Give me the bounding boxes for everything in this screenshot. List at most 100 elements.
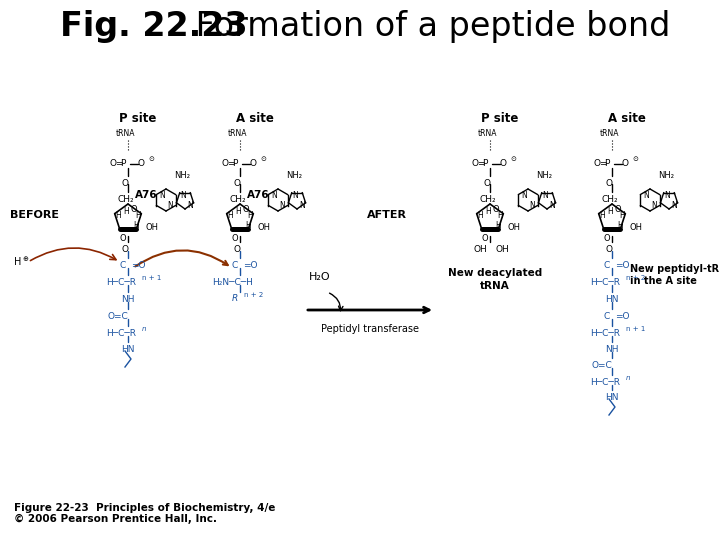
Text: O=: O= xyxy=(472,159,487,168)
Text: Fig. 22.23: Fig. 22.23 xyxy=(60,10,248,43)
Text: AFTER: AFTER xyxy=(367,210,407,220)
Text: tRNA: tRNA xyxy=(478,129,498,138)
Text: New peptidyl-tRNA: New peptidyl-tRNA xyxy=(630,264,720,274)
Text: O: O xyxy=(233,179,240,188)
Text: O: O xyxy=(138,159,145,167)
Text: N: N xyxy=(180,192,186,200)
Text: A76: A76 xyxy=(135,190,157,200)
Text: Figure 22-23  Principles of Biochemistry, 4/e: Figure 22-23 Principles of Biochemistry,… xyxy=(14,503,275,513)
Text: N: N xyxy=(664,192,670,200)
Text: H─C─R: H─C─R xyxy=(590,329,620,338)
Text: O: O xyxy=(233,245,240,254)
Text: O: O xyxy=(120,234,126,243)
Text: tRNA: tRNA xyxy=(480,281,510,291)
Text: ⊕: ⊕ xyxy=(22,256,28,262)
Text: H: H xyxy=(247,212,253,220)
Text: N: N xyxy=(542,192,548,200)
Text: N: N xyxy=(671,200,677,210)
Text: NH₂: NH₂ xyxy=(286,171,302,180)
Text: =O: =O xyxy=(615,261,629,270)
Text: N: N xyxy=(159,191,165,199)
Text: R: R xyxy=(232,294,238,303)
Text: O=C: O=C xyxy=(592,361,613,370)
Text: N: N xyxy=(167,201,173,211)
Text: NH₂: NH₂ xyxy=(174,171,190,180)
Text: H₂O: H₂O xyxy=(309,272,330,282)
Text: H: H xyxy=(123,207,129,217)
Text: N: N xyxy=(521,191,527,199)
Text: HN: HN xyxy=(605,295,618,304)
Text: H─C─R: H─C─R xyxy=(590,278,620,287)
Text: O: O xyxy=(250,159,257,167)
Text: tRNA: tRNA xyxy=(600,129,619,138)
Text: H: H xyxy=(619,212,625,220)
Text: N: N xyxy=(643,191,649,199)
Text: N: N xyxy=(299,200,305,210)
Text: H─C─R: H─C─R xyxy=(106,278,136,287)
Text: =O: =O xyxy=(131,261,145,270)
Text: O=: O= xyxy=(110,159,125,168)
Text: H: H xyxy=(497,212,503,220)
Text: ⊙: ⊙ xyxy=(632,156,638,162)
Text: O: O xyxy=(232,234,238,243)
Text: N: N xyxy=(529,201,535,211)
Text: O: O xyxy=(131,206,138,214)
Text: H: H xyxy=(245,221,251,231)
Text: O: O xyxy=(603,234,611,243)
Text: CH₂: CH₂ xyxy=(480,195,497,204)
Text: O: O xyxy=(622,159,629,167)
FancyArrowPatch shape xyxy=(330,293,343,310)
Text: O=C: O=C xyxy=(108,312,129,321)
Text: CH₂: CH₂ xyxy=(230,195,247,204)
Text: H: H xyxy=(617,221,623,231)
Text: H: H xyxy=(607,207,613,217)
Text: New deacylated: New deacylated xyxy=(448,268,542,278)
Text: OH: OH xyxy=(257,224,270,233)
Text: H: H xyxy=(115,212,121,220)
Text: N: N xyxy=(279,201,285,211)
Text: O: O xyxy=(606,179,613,188)
Text: H: H xyxy=(133,221,139,231)
Text: OH: OH xyxy=(145,224,158,233)
Text: NH: NH xyxy=(605,345,618,354)
Text: A site: A site xyxy=(608,112,646,125)
Text: C: C xyxy=(232,261,238,270)
Text: HN: HN xyxy=(121,345,135,354)
Text: in the A site: in the A site xyxy=(630,276,697,286)
Text: ⊙: ⊙ xyxy=(510,156,516,162)
Text: H─C─R: H─C─R xyxy=(106,329,136,338)
Text: OH: OH xyxy=(629,224,642,233)
FancyArrowPatch shape xyxy=(135,251,228,266)
Text: NH₂: NH₂ xyxy=(536,171,552,180)
Text: P: P xyxy=(604,159,610,168)
Text: C: C xyxy=(120,261,126,270)
Text: NH: NH xyxy=(121,295,135,304)
Text: N: N xyxy=(549,200,555,210)
Text: H: H xyxy=(235,207,241,217)
Text: BEFORE: BEFORE xyxy=(10,210,59,220)
Text: OH: OH xyxy=(473,245,487,254)
Text: P: P xyxy=(233,159,238,168)
Text: H: H xyxy=(227,212,233,220)
Text: =O: =O xyxy=(615,312,629,321)
Text: n: n xyxy=(142,326,146,332)
Text: N: N xyxy=(187,200,193,210)
Text: © 2006 Pearson Prentice Hall, Inc.: © 2006 Pearson Prentice Hall, Inc. xyxy=(14,514,217,524)
Text: A site: A site xyxy=(236,112,274,125)
Text: H: H xyxy=(477,212,483,220)
Text: H: H xyxy=(485,207,491,217)
Text: P site: P site xyxy=(481,112,518,125)
Text: P site: P site xyxy=(120,112,157,125)
Text: P: P xyxy=(482,159,487,168)
Text: O: O xyxy=(122,179,128,188)
Text: C: C xyxy=(604,261,610,270)
Text: HN: HN xyxy=(605,393,618,402)
Text: O: O xyxy=(482,234,488,243)
Text: N: N xyxy=(292,192,298,200)
Text: n + 2: n + 2 xyxy=(626,275,645,281)
Text: n + 1: n + 1 xyxy=(142,275,161,281)
Text: tRNA: tRNA xyxy=(116,129,135,138)
Text: NH₂: NH₂ xyxy=(658,171,674,180)
Text: C: C xyxy=(604,312,610,321)
Text: H₂N─C─H: H₂N─C─H xyxy=(212,278,253,287)
